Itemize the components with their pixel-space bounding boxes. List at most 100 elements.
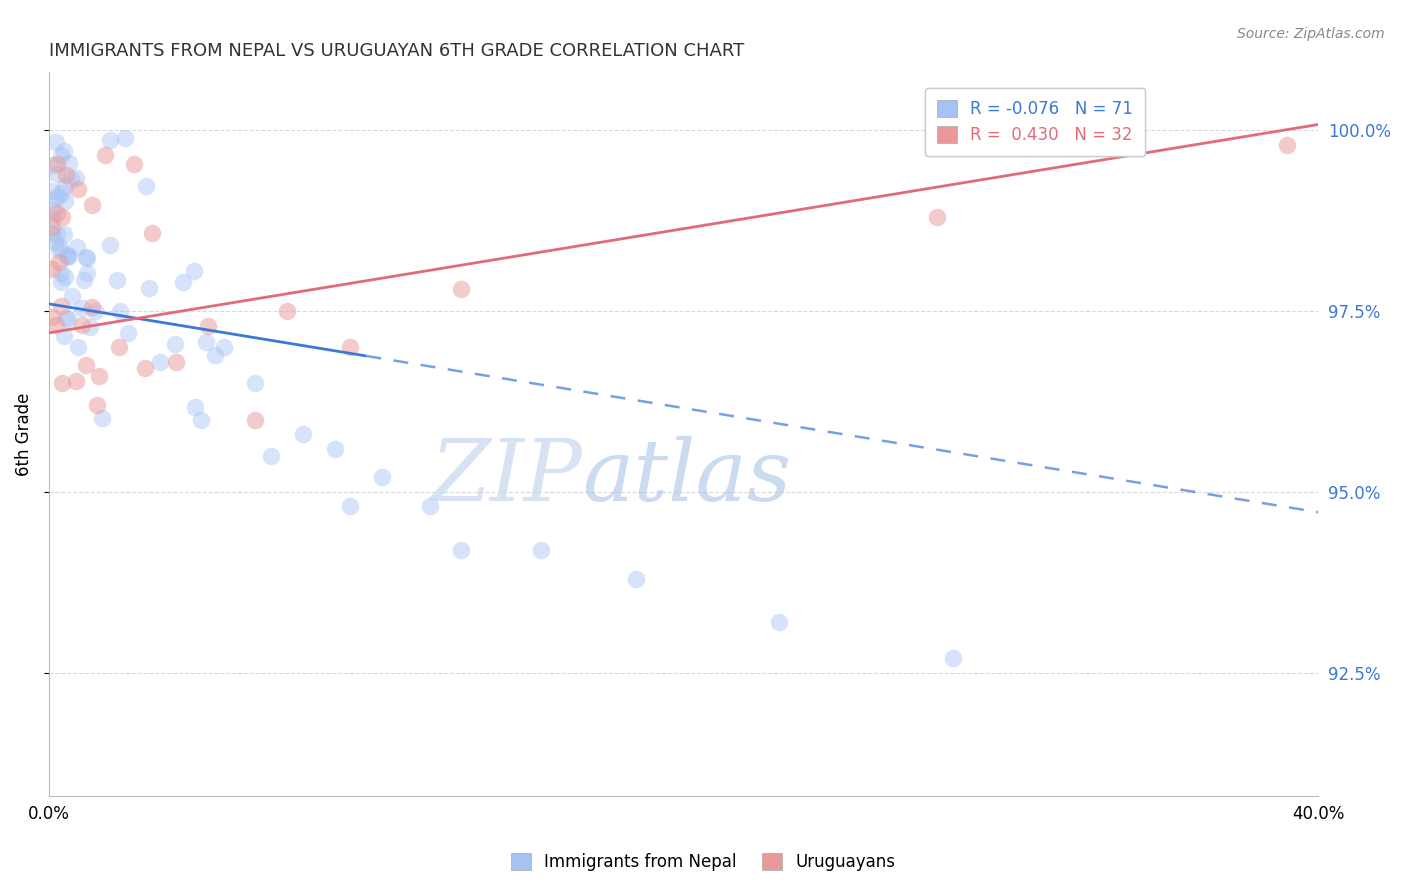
Point xyxy=(197,318,219,333)
Point xyxy=(98,133,121,147)
Point xyxy=(56,311,79,326)
Point xyxy=(93,148,115,162)
Point xyxy=(107,340,129,354)
Legend: R = -0.076   N = 71, R =  0.430   N = 32: R = -0.076 N = 71, R = 0.430 N = 32 xyxy=(925,88,1144,156)
Point xyxy=(41,310,63,325)
Point xyxy=(117,326,139,340)
Point xyxy=(98,237,121,252)
Point xyxy=(49,240,72,254)
Point xyxy=(75,359,97,373)
Point xyxy=(135,179,157,194)
Point xyxy=(41,219,63,234)
Point xyxy=(212,340,235,354)
Legend: Immigrants from Nepal, Uruguayans: Immigrants from Nepal, Uruguayans xyxy=(502,845,904,880)
Point xyxy=(60,289,83,303)
Point xyxy=(41,158,63,172)
Point xyxy=(339,340,361,354)
Point xyxy=(41,184,63,198)
Point xyxy=(90,411,112,425)
Point xyxy=(46,168,69,182)
Point xyxy=(53,227,76,241)
Point xyxy=(51,211,73,225)
Point xyxy=(46,189,69,203)
Point xyxy=(58,249,80,263)
Point xyxy=(45,227,67,241)
Point xyxy=(190,412,212,426)
Point xyxy=(183,264,205,278)
Point xyxy=(339,500,361,514)
Point xyxy=(138,281,160,295)
Point xyxy=(52,144,75,158)
Point xyxy=(450,542,472,557)
Point xyxy=(67,182,90,196)
Point xyxy=(149,355,172,369)
Point xyxy=(41,211,63,226)
Point xyxy=(48,243,70,257)
Point xyxy=(65,171,87,186)
Point xyxy=(108,304,131,318)
Text: ZIP: ZIP xyxy=(430,436,582,519)
Point xyxy=(80,300,103,314)
Point xyxy=(194,335,217,350)
Point xyxy=(55,269,77,284)
Text: Source: ZipAtlas.com: Source: ZipAtlas.com xyxy=(1237,27,1385,41)
Point xyxy=(245,412,267,426)
Point xyxy=(73,273,96,287)
Point xyxy=(86,398,108,412)
Point xyxy=(45,135,67,149)
Point xyxy=(65,375,87,389)
Point xyxy=(87,368,110,383)
Point xyxy=(260,449,283,463)
Point xyxy=(44,192,66,206)
Point xyxy=(172,275,194,289)
Point xyxy=(66,340,89,354)
Point xyxy=(55,168,77,182)
Point xyxy=(291,427,314,442)
Point xyxy=(41,227,63,241)
Point xyxy=(276,304,298,318)
Point xyxy=(41,202,63,217)
Point xyxy=(41,261,63,276)
Point xyxy=(46,206,69,220)
Point xyxy=(44,235,66,249)
Point xyxy=(53,328,76,343)
Point xyxy=(55,310,77,325)
Point xyxy=(84,304,107,318)
Text: atlas: atlas xyxy=(582,436,792,519)
Point xyxy=(768,615,790,629)
Point xyxy=(76,251,98,265)
Point xyxy=(184,400,207,414)
Point xyxy=(942,651,965,665)
Point xyxy=(245,376,267,391)
Point xyxy=(122,157,145,171)
Point xyxy=(51,299,73,313)
Point xyxy=(45,157,67,171)
Point xyxy=(450,282,472,296)
Point xyxy=(323,442,346,456)
Point xyxy=(165,355,187,369)
Point xyxy=(59,172,82,186)
Point xyxy=(70,301,93,315)
Point xyxy=(45,318,67,332)
Point xyxy=(530,542,553,557)
Point xyxy=(163,336,186,351)
Text: IMMIGRANTS FROM NEPAL VS URUGUAYAN 6TH GRADE CORRELATION CHART: IMMIGRANTS FROM NEPAL VS URUGUAYAN 6TH G… xyxy=(49,42,744,60)
Point xyxy=(48,255,70,269)
Point xyxy=(927,210,949,224)
Point xyxy=(49,275,72,289)
Point xyxy=(70,318,93,332)
Point xyxy=(58,156,80,170)
Point xyxy=(55,248,77,262)
Point xyxy=(80,198,103,212)
Point xyxy=(624,572,647,586)
Point xyxy=(371,470,394,484)
Point xyxy=(49,186,72,201)
Point xyxy=(204,348,226,362)
Point xyxy=(114,131,136,145)
Point xyxy=(419,500,441,514)
Point xyxy=(55,250,77,264)
Point xyxy=(49,147,72,161)
Point xyxy=(141,226,163,240)
Point xyxy=(79,320,101,334)
Point xyxy=(105,273,128,287)
